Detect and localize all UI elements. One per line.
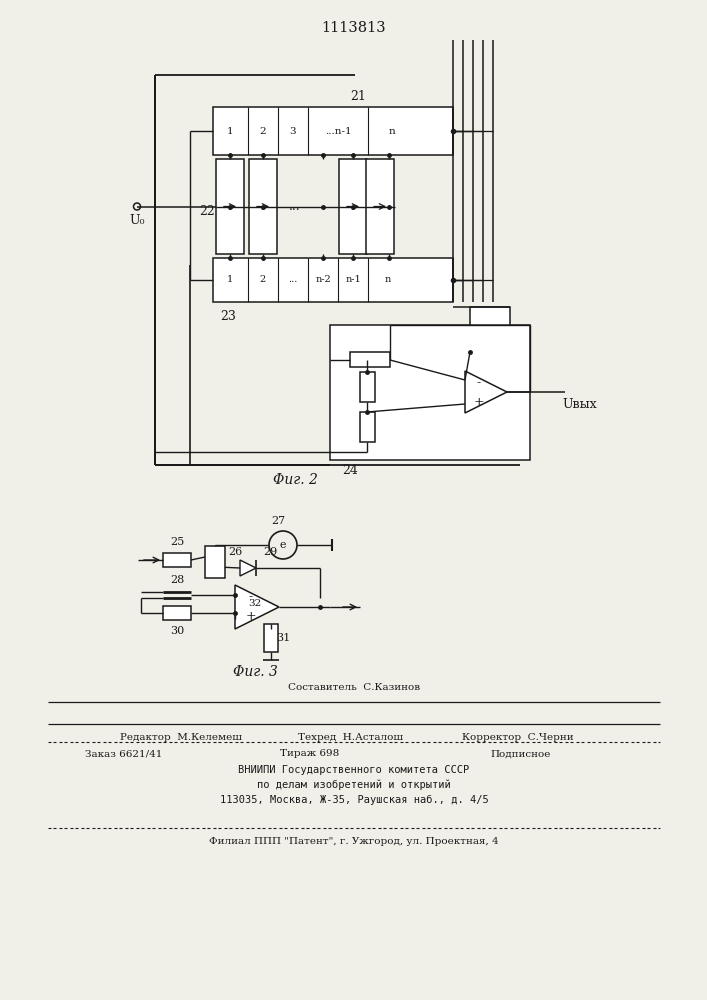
Text: ...n-1: ...n-1 [325,126,351,135]
Text: по делам изобретений и открытий: по делам изобретений и открытий [257,780,451,790]
Bar [360,412,375,442]
Text: n: n [389,126,395,135]
Text: ...: ... [288,275,298,284]
Bar [163,606,191,620]
Text: Тираж 698: Тираж 698 [281,750,339,758]
Text: 30: 30 [170,626,184,636]
Text: -: - [249,590,253,603]
Text: n-2: n-2 [315,275,331,284]
Text: 32: 32 [248,599,262,608]
Text: 28: 28 [170,575,184,585]
Text: ВНИИПИ Государственного комитета СССР: ВНИИПИ Государственного комитета СССР [238,765,469,775]
Text: 2: 2 [260,275,266,284]
Text: 26: 26 [228,547,243,557]
Text: 29: 29 [263,547,277,557]
Text: Подписное: Подписное [490,750,550,758]
Text: 1: 1 [227,126,233,135]
Bar [360,372,375,402]
Text: e: e [280,540,286,550]
Text: n: n [385,275,391,284]
Text: 1113813: 1113813 [322,21,386,35]
Text: 24: 24 [342,464,358,477]
Bar [350,352,390,367]
Text: +: + [474,395,484,408]
Text: Φиг. 2: Φиг. 2 [273,473,317,487]
Polygon shape [235,585,279,629]
Text: Редактор  М.Келемеш: Редактор М.Келемеш [120,734,242,742]
Polygon shape [465,371,507,413]
Polygon shape [240,560,256,576]
Bar [366,159,394,254]
Text: 21: 21 [350,91,366,104]
Bar [264,624,278,652]
Text: Корректор  С.Черни: Корректор С.Черни [462,734,573,742]
Text: 25: 25 [170,537,184,547]
Bar [470,307,510,325]
Text: n-1: n-1 [345,275,361,284]
Text: +: + [246,610,257,624]
Text: 27: 27 [271,516,285,526]
Text: Филиал ППП "Патент", г. Ужгород, ул. Проектная, 4: Филиал ППП "Патент", г. Ужгород, ул. Про… [209,838,499,846]
Text: 31: 31 [276,633,290,643]
Bar [249,159,277,254]
Bar [205,546,225,578]
Bar [216,159,244,254]
Text: U₀: U₀ [129,214,145,227]
Text: Uвых: Uвых [563,397,597,410]
Bar [213,258,453,302]
Bar [339,159,367,254]
Text: 113035, Москва, Ж-35, Раушская наб., д. 4/5: 113035, Москва, Ж-35, Раушская наб., д. … [220,795,489,805]
Text: Заказ 6621/41: Заказ 6621/41 [85,750,163,758]
Text: 1: 1 [227,275,233,284]
Text: 22: 22 [199,205,215,218]
Text: 3: 3 [290,126,296,135]
Text: -: - [477,376,481,389]
Text: 23: 23 [220,310,236,322]
Text: Составитель  С.Казинов: Составитель С.Казинов [288,682,420,692]
Text: Φиг. 3: Φиг. 3 [233,665,277,679]
Text: ...: ... [289,200,300,213]
Text: Техред  Н.Асталош: Техред Н.Асталош [298,734,403,742]
Bar [330,325,530,460]
Bar [163,553,191,567]
Text: 2: 2 [259,126,267,135]
Bar [213,107,453,155]
